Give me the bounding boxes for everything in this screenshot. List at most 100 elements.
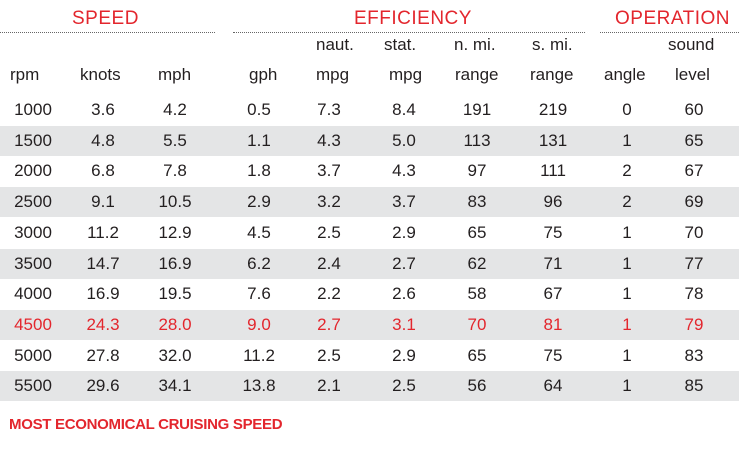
cell-trim-angle: 0	[622, 100, 632, 119]
cell-knots: 6.8	[91, 161, 115, 181]
cell-naut-mpg: 3.2	[317, 192, 341, 212]
cell-stat-mpg: 2.5	[392, 376, 416, 396]
header-top-nmi-range: n. mi.	[454, 35, 496, 54]
cell-sound-level: 85	[684, 376, 704, 396]
cell-knots: 11.2	[87, 222, 119, 242]
cell-gph: 6.2	[247, 253, 271, 273]
table-row: 2000 6.8 7.8 1.8 3.7 4.3 97 111 2 67	[0, 156, 739, 186]
cell-trim-angle: 1	[622, 376, 632, 396]
cell-smi-range: 64	[543, 376, 563, 396]
cell-smi-range: 71	[543, 253, 563, 273]
cell-sound-level: 67	[684, 161, 704, 181]
cell-smi-range: 131	[538, 130, 568, 150]
group-rule-speed	[0, 32, 215, 33]
cell-trim-angle: 1	[622, 314, 632, 334]
cell-trim-angle: 1	[622, 345, 632, 365]
cell-rpm: 5000	[14, 345, 52, 365]
cell-naut-mpg: 2.7	[317, 314, 341, 334]
cell-nmi-range: 65	[467, 345, 487, 365]
cell-mph: 19.5	[158, 284, 192, 304]
cell-smi-range: 219	[538, 100, 568, 119]
cell-trim-angle: 1	[622, 284, 632, 304]
cell-nmi-range: 62	[467, 253, 487, 273]
cell-knots: 24.3	[86, 314, 120, 334]
cell-nmi-range: 65	[467, 222, 487, 242]
cell-rpm: 4500	[14, 314, 52, 334]
group-rule-operation	[600, 32, 739, 33]
cell-smi-range: 111	[540, 161, 566, 181]
cell-mph: 16.9	[158, 253, 192, 273]
cell-knots: 16.9	[86, 284, 120, 304]
cell-mph: 28.0	[158, 314, 192, 334]
cell-stat-mpg: 4.3	[392, 161, 416, 181]
table-row: 2500 9.1 10.5 2.9 3.2 3.7 83 96 2 69	[0, 187, 739, 218]
cell-smi-range: 75	[543, 222, 563, 242]
cell-naut-mpg: 2.2	[317, 284, 341, 304]
cell-nmi-range: 97	[467, 161, 487, 181]
cell-mph: 32.0	[158, 345, 192, 365]
header-top-stat-mpg: stat.	[384, 35, 417, 54]
cell-knots: 4.8	[91, 130, 115, 150]
cell-gph: 7.6	[247, 284, 271, 304]
cell-mph: 5.5	[163, 130, 187, 150]
cell-smi-range: 67	[543, 284, 563, 304]
table-row: 4000 16.9 19.5 7.6 2.2 2.6 58 67 1 78	[0, 279, 739, 309]
header-mph: mph	[158, 65, 192, 84]
cell-gph: 9.0	[247, 314, 271, 334]
cell-gph: 11.2	[243, 345, 275, 365]
cell-naut-mpg: 3.7	[317, 161, 341, 181]
cell-sound-level: 70	[684, 222, 704, 242]
cell-rpm: 3000	[14, 222, 52, 242]
cell-nmi-range: 113	[463, 130, 491, 150]
group-rule-efficiency	[233, 32, 585, 33]
cell-mph: 10.5	[158, 192, 192, 212]
cell-sound-level: 65	[684, 130, 704, 150]
cell-trim-angle: 1	[622, 130, 632, 150]
cell-sound-level: 77	[684, 253, 704, 273]
header-gph: gph	[249, 65, 278, 84]
cell-naut-mpg: 2.4	[317, 253, 341, 273]
cell-trim-angle: 1	[622, 253, 632, 273]
cell-smi-range: 75	[543, 345, 563, 365]
cell-naut-mpg: 2.5	[317, 345, 341, 365]
cell-trim-angle: 2	[622, 161, 632, 181]
header-knots: knots	[80, 65, 121, 84]
cell-rpm: 3500	[14, 253, 52, 273]
header-sound-level: level	[675, 65, 710, 84]
cell-rpm: 2500	[14, 192, 52, 212]
header-top-naut-mpg: naut.	[316, 35, 354, 54]
cell-knots: 9.1	[91, 192, 115, 212]
table-row: 4500 24.3 28.0 9.0 2.7 3.1 70 81 1 79	[0, 309, 739, 340]
cell-stat-mpg: 5.0	[392, 130, 416, 150]
cell-knots: 29.6	[86, 376, 120, 396]
table-row: 3000 11.2 12.9 4.5 2.5 2.9 65 75 1 70	[0, 218, 739, 248]
cell-sound-level: 78	[684, 284, 704, 304]
cell-gph: 2.9	[247, 192, 271, 212]
cell-rpm: 5500	[14, 376, 52, 396]
header-smi-range: range	[530, 65, 574, 84]
cell-stat-mpg: 2.9	[392, 222, 416, 242]
cell-smi-range: 96	[543, 192, 563, 212]
cell-naut-mpg: 4.3	[317, 130, 341, 150]
cell-gph: 1.8	[247, 161, 271, 181]
cell-rpm: 1000	[14, 100, 52, 119]
group-title-efficiency: EFFICIENCY	[354, 8, 472, 29]
cell-sound-level: 60	[684, 100, 704, 119]
cell-nmi-range: 70	[467, 314, 487, 334]
table-row: 3500 14.7 16.9 6.2 2.4 2.7 62 71 1 77	[0, 248, 739, 279]
cell-rpm: 2000	[14, 161, 52, 181]
header-nmi-range: range	[455, 65, 499, 84]
header-angle: angle	[604, 65, 646, 84]
cell-stat-mpg: 3.1	[392, 314, 416, 334]
cell-sound-level: 83	[684, 345, 704, 365]
table-row: 5500 29.6 34.1 13.8 2.1 2.5 56 64 1 85	[0, 371, 739, 402]
cell-nmi-range: 83	[467, 192, 487, 212]
cell-naut-mpg: 2.1	[317, 376, 341, 396]
cell-knots: 3.6	[91, 100, 115, 119]
table-row: 5000 27.8 32.0 11.2 2.5 2.9 65 75 1 83	[0, 341, 739, 371]
cell-smi-range: 81	[543, 314, 563, 334]
table-row: 1500 4.8 5.5 1.1 4.3 5.0 113 131 1 65	[0, 125, 739, 156]
cell-mph: 4.2	[163, 100, 187, 119]
header-top-sound: sound	[668, 35, 715, 54]
cell-mph: 12.9	[158, 222, 192, 242]
